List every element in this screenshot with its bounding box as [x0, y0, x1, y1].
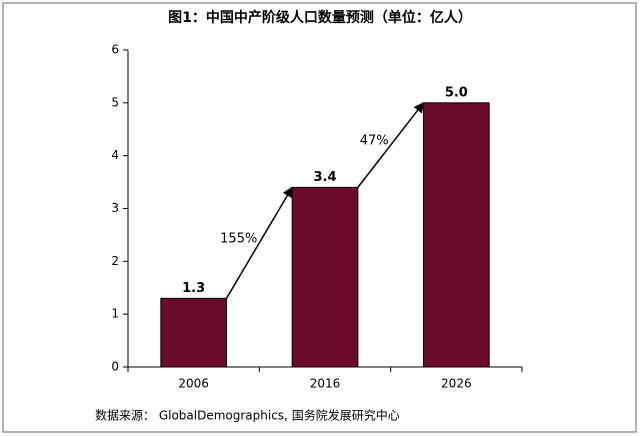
source: 数据来源： GlobalDemographics, 国务院发展研究中心 [95, 408, 400, 423]
y-tick-label: 0 [111, 360, 119, 374]
bar [423, 102, 490, 368]
growth-arrow [357, 102, 425, 188]
x-tick-label: 2016 [310, 377, 341, 391]
y-tick-label: 5 [111, 95, 119, 109]
value-label: 5.0 [445, 85, 468, 100]
y-tick-label: 4 [111, 148, 119, 162]
growth-label: 155% [220, 231, 257, 246]
chart-title: 图1：中国中产阶级人口数量预测（单位：亿人） [168, 9, 472, 26]
y-tick-label: 2 [111, 254, 119, 268]
y-tick-label: 3 [111, 201, 119, 215]
value-label: 3.4 [313, 170, 336, 185]
y-tick-label: 6 [111, 43, 119, 57]
growth-arrow [225, 186, 293, 299]
x-tick-label: 2026 [441, 377, 472, 391]
value-label: 1.3 [182, 281, 205, 296]
bar [291, 186, 359, 368]
y-tick-label: 1 [111, 307, 119, 321]
growth-label: 47% [360, 134, 389, 149]
x-tick-label: 2006 [178, 377, 209, 391]
bar [160, 297, 227, 368]
